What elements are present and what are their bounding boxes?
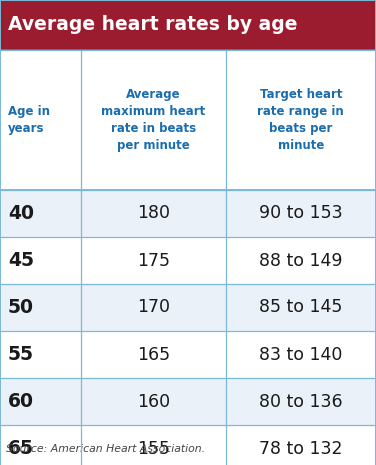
Text: 85 to 145: 85 to 145: [259, 299, 343, 317]
Text: 55: 55: [8, 345, 34, 364]
Text: Average
maximum heart
rate in beats
per minute: Average maximum heart rate in beats per …: [101, 88, 205, 152]
Text: 170: 170: [137, 299, 170, 317]
Text: 88 to 149: 88 to 149: [259, 252, 343, 270]
Text: 83 to 140: 83 to 140: [259, 345, 343, 364]
Text: 40: 40: [8, 204, 34, 223]
Bar: [0, 50, 376, 190]
Text: 60: 60: [8, 392, 34, 411]
Text: 80 to 136: 80 to 136: [259, 392, 343, 411]
Bar: [0, 331, 376, 378]
Text: Target heart
rate range in
beats per
minute: Target heart rate range in beats per min…: [258, 88, 344, 152]
Text: 50: 50: [8, 298, 34, 317]
Text: 78 to 132: 78 to 132: [259, 439, 343, 458]
Text: 90 to 153: 90 to 153: [259, 205, 343, 222]
Bar: [0, 425, 376, 465]
Bar: [0, 237, 376, 284]
Text: Source: American Heart Association.: Source: American Heart Association.: [6, 444, 205, 454]
Text: 165: 165: [136, 345, 170, 364]
Text: 65: 65: [8, 439, 34, 458]
Text: 180: 180: [137, 205, 170, 222]
Text: 45: 45: [8, 251, 34, 270]
Text: 175: 175: [137, 252, 170, 270]
Text: Age in
years: Age in years: [8, 105, 50, 135]
Text: Average heart rates by age: Average heart rates by age: [8, 15, 297, 34]
Bar: [0, 0, 376, 50]
Bar: [0, 190, 376, 237]
Text: 155: 155: [137, 439, 170, 458]
Bar: [0, 284, 376, 331]
Bar: [0, 378, 376, 425]
Text: 160: 160: [136, 392, 170, 411]
